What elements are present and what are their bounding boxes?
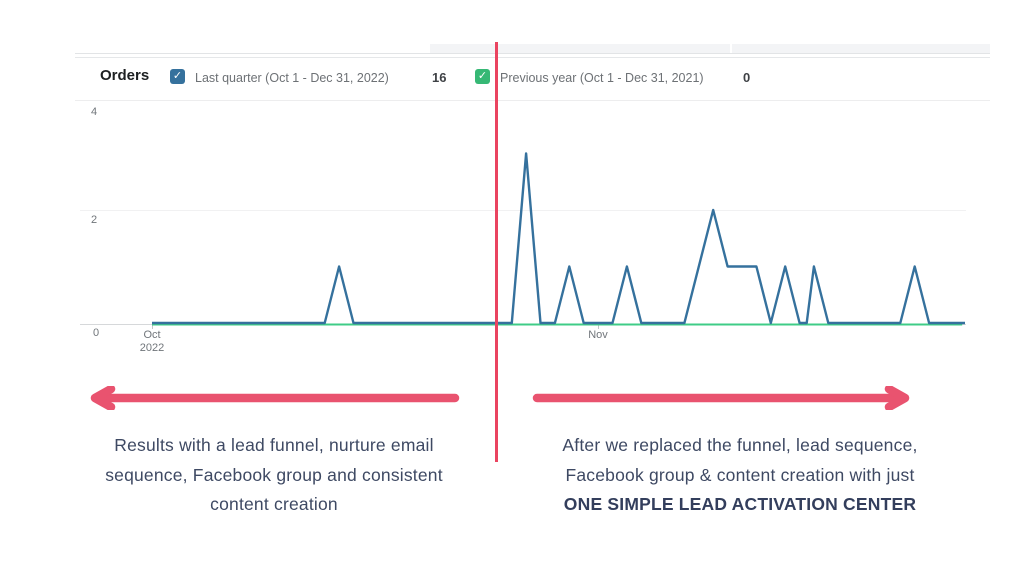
x-axis-line: [80, 324, 966, 325]
legend-count-last-quarter: 16: [432, 70, 447, 85]
y-tick-label: 2: [91, 214, 98, 226]
table-top-strip: [75, 44, 990, 54]
y-tick-label: 0: [93, 327, 100, 339]
chart-title: Orders: [100, 67, 150, 84]
caption-line-bold: ONE SIMPLE LEAD ACTIVATION CENTER: [563, 494, 917, 514]
divider-line: [495, 42, 498, 462]
caption-before: Results with a lead funnel, nurture emai…: [58, 431, 490, 520]
caption-line: content creation: [210, 494, 338, 514]
x-tick-label-nov: Nov: [574, 329, 622, 342]
legend-label-previous-year: Previous year (Oct 1 - Dec 31, 2021): [500, 71, 704, 85]
header-divider: [75, 57, 990, 58]
check-icon: ✓: [477, 70, 488, 82]
x-tick-label-oct: Oct 2022: [128, 329, 176, 355]
checkbox-last-quarter[interactable]: ✓: [170, 69, 185, 84]
caption-line: Results with a lead funnel, nurture emai…: [114, 435, 434, 455]
caption-line: sequence, Facebook group and consistent: [105, 464, 443, 485]
series-line-last-quarter-oct-1-dec-31-2022: [152, 152, 965, 325]
table-cell-fragment: [430, 44, 730, 53]
table-cell-fragment: [732, 44, 990, 53]
y-tick-label: 4: [91, 106, 98, 118]
gridline-4: [75, 100, 990, 101]
x-tick-oct: [152, 324, 153, 329]
gridline-2: [80, 210, 966, 211]
checkbox-previous-year[interactable]: ✓: [475, 69, 490, 84]
x-tick-nov: [598, 324, 599, 329]
caption-after: After we replaced the funnel, lead seque…: [528, 431, 952, 520]
x-tick-month: Oct: [143, 329, 161, 341]
check-icon: ✓: [172, 70, 183, 82]
arrow-right-icon: [532, 386, 910, 410]
caption-line: Facebook group & content creation with j…: [565, 464, 915, 485]
caption-line: After we replaced the funnel, lead seque…: [562, 435, 918, 455]
arrow-left-icon: [90, 386, 460, 410]
legend-label-last-quarter: Last quarter (Oct 1 - Dec 31, 2022): [195, 71, 389, 85]
x-tick-month: Nov: [588, 329, 608, 341]
legend-count-previous-year: 0: [743, 70, 751, 85]
x-tick-year: 2022: [139, 342, 165, 354]
